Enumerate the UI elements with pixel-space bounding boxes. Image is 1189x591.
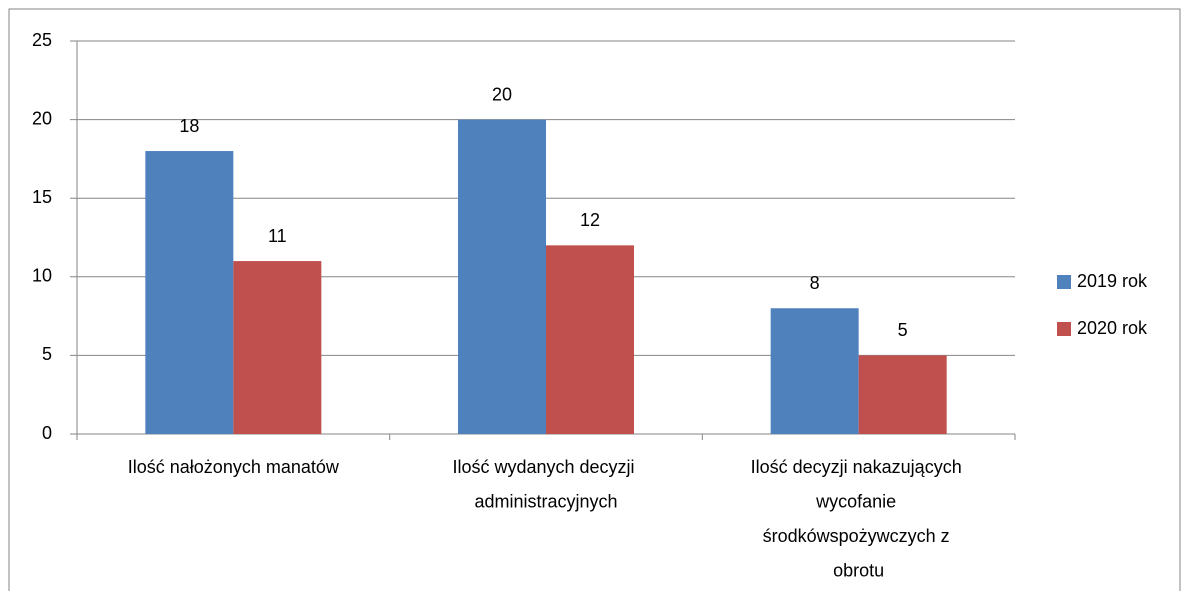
data-label: 8 xyxy=(810,273,820,293)
legend-label: 2020 rok xyxy=(1077,318,1148,338)
y-tick-label: 10 xyxy=(32,266,52,286)
y-tick-label: 25 xyxy=(32,30,52,50)
y-tick-label: 5 xyxy=(42,344,52,364)
x-tick-label: Ilość nałożonych manatów xyxy=(128,457,340,477)
data-label: 18 xyxy=(179,116,199,136)
x-tick-label: Ilość wydanych decyzji administracyjnych xyxy=(452,457,639,512)
x-tick-label: Ilość decyzji nakazujących wycofanie śro… xyxy=(751,457,967,581)
y-tick-label: 0 xyxy=(42,423,52,443)
bar xyxy=(858,355,947,434)
legend-swatch xyxy=(1057,322,1071,336)
legend-swatch xyxy=(1057,275,1071,289)
bar xyxy=(145,151,234,435)
legend-label: 2019 rok xyxy=(1077,271,1148,291)
data-label: 20 xyxy=(492,84,512,104)
data-label: 12 xyxy=(580,210,600,230)
chart-frame xyxy=(8,8,1181,591)
bar xyxy=(233,261,322,434)
bar xyxy=(770,308,859,434)
bar xyxy=(546,245,634,434)
data-label: 11 xyxy=(268,226,287,246)
bar xyxy=(458,119,546,434)
y-tick-label: 15 xyxy=(32,187,52,207)
y-tick-label: 20 xyxy=(32,108,52,128)
data-label: 5 xyxy=(898,320,908,340)
